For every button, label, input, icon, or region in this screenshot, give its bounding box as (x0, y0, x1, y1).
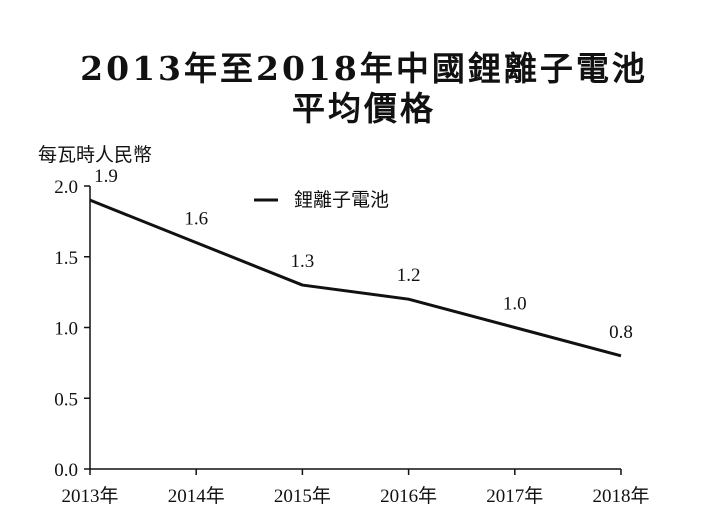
y-axis-ticks: 0.0 0.5 1.0 1.5 2.0 (54, 177, 90, 481)
series-group (89, 198, 622, 358)
data-label: 1.2 (397, 265, 421, 286)
x-tick-label: 2018年 (592, 485, 649, 507)
legend-label: 鋰離子電池 (294, 189, 389, 211)
y-tick-label: 0.5 (54, 389, 78, 410)
y-tick-label: 1.5 (54, 248, 78, 269)
data-label: 1.0 (503, 294, 527, 315)
x-tick-label: 2015年 (274, 485, 331, 507)
x-tick-label: 2016年 (380, 485, 437, 507)
x-tick-label: 2014年 (168, 485, 225, 507)
legend: 鋰離子電池 (254, 189, 389, 211)
data-label: 1.6 (184, 209, 208, 230)
x-tick-label: 2017年 (486, 485, 543, 507)
y-tick-label: 0.0 (54, 460, 78, 481)
chart-title-line-2: 平均價格 (292, 89, 436, 128)
data-labels: 1.9 1.6 1.3 1.2 1.0 0.8 (94, 166, 633, 343)
x-tick-label: 2013年 (61, 485, 118, 507)
data-label: 1.3 (291, 251, 315, 272)
chart-title-line-1: 2013年至2018年中國鋰離子電池 (80, 49, 648, 88)
y-tick-label: 1.0 (54, 319, 78, 340)
data-label: 1.9 (94, 166, 118, 187)
y-tick-label: 2.0 (54, 177, 78, 198)
y-axis-label: 每瓦時人民幣 (38, 144, 152, 166)
x-axis-ticks: 2013年 2014年 2015年 2016年 2017年 2018年 (61, 469, 650, 507)
series-line (89, 198, 622, 358)
data-label: 0.8 (609, 322, 633, 343)
